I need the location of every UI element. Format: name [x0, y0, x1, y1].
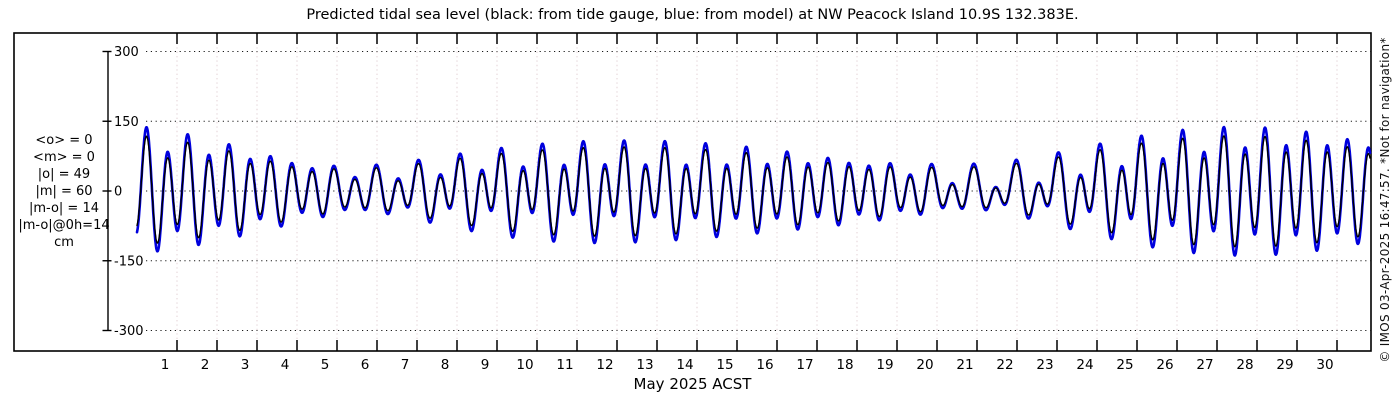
- stat-abs-observed: |o| = 49: [37, 167, 91, 182]
- x-tick-label-day-15: 15: [716, 357, 733, 373]
- y-tick-label--150: -150: [114, 254, 144, 269]
- y-tick-label-150: 150: [114, 115, 139, 130]
- tide-gauge-curve: [136, 135, 1371, 248]
- stat-abs-diff-0h: |m-o|@0h=14: [18, 218, 110, 233]
- x-tick-label-day-29: 29: [1276, 357, 1293, 373]
- x-tick-label-day-7: 7: [401, 357, 410, 373]
- x-tick-label-day-16: 16: [756, 357, 773, 373]
- x-tick-label-day-4: 4: [281, 357, 290, 373]
- plot-frame: [13, 32, 1372, 352]
- stats-box: <o> = 0 <m> = 0 |o| = 49 |m| = 60 |m-o| …: [12, 132, 116, 251]
- imos-watermark: © IMOS 03-Apr-2025 16:47:57. *Not for na…: [1378, 37, 1392, 363]
- y-tick-label-0: 0: [114, 185, 122, 200]
- x-tick-label-day-9: 9: [481, 357, 490, 373]
- y-tick-label--300: -300: [114, 324, 144, 339]
- x-tick-label-day-25: 25: [1116, 357, 1133, 373]
- x-axis-title: May 2025 ACST: [633, 375, 752, 393]
- stat-abs-diff: |m-o| = 14: [28, 201, 99, 216]
- chart-title: Predicted tidal sea level (black: from t…: [306, 7, 1079, 23]
- x-tick-label-day-19: 19: [876, 357, 893, 373]
- x-tick-label-day-2: 2: [201, 357, 210, 373]
- x-tick-label-day-6: 6: [361, 357, 370, 373]
- x-tick-label-day-17: 17: [796, 357, 813, 373]
- x-tick-label-day-10: 10: [516, 357, 533, 373]
- x-tick-label-day-11: 11: [556, 357, 573, 373]
- x-tick-label-day-27: 27: [1196, 357, 1213, 373]
- x-tick-label-day-30: 30: [1316, 357, 1333, 373]
- stat-mean-model: <m> = 0: [33, 150, 95, 165]
- x-tick-label-day-21: 21: [956, 357, 973, 373]
- x-tick-label-day-3: 3: [241, 357, 250, 373]
- stat-abs-model: |m| = 60: [35, 184, 93, 199]
- y-tick-label-300: 300: [114, 45, 139, 60]
- x-tick-label-day-14: 14: [676, 357, 693, 373]
- x-tick-label-day-28: 28: [1236, 357, 1253, 373]
- x-tick-label-day-12: 12: [596, 357, 613, 373]
- x-tick-label-day-8: 8: [441, 357, 450, 373]
- x-tick-label-day-18: 18: [836, 357, 853, 373]
- x-tick-label-day-20: 20: [916, 357, 933, 373]
- x-tick-label-day-23: 23: [1036, 357, 1053, 373]
- stat-unit: cm: [54, 235, 74, 250]
- x-tick-label-day-26: 26: [1156, 357, 1173, 373]
- stat-mean-observed: <o> = 0: [35, 133, 93, 148]
- x-tick-label-day-5: 5: [321, 357, 330, 373]
- x-tick-label-day-24: 24: [1076, 357, 1093, 373]
- x-tick-label-day-13: 13: [636, 357, 653, 373]
- x-tick-label-day-1: 1: [161, 357, 170, 373]
- x-tick-label-day-22: 22: [996, 357, 1013, 373]
